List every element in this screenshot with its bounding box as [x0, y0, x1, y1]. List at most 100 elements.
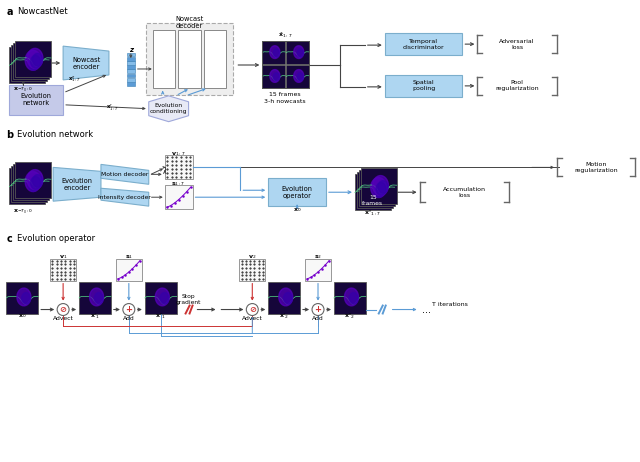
Text: ⊘: ⊘	[60, 305, 67, 314]
Text: Evolution
conditioning: Evolution conditioning	[150, 103, 188, 114]
Polygon shape	[94, 292, 103, 304]
Polygon shape	[90, 288, 104, 306]
Bar	[10, 168, 45, 204]
Circle shape	[123, 304, 135, 316]
Text: Advect: Advect	[52, 316, 74, 321]
Text: +: +	[314, 305, 321, 314]
Text: z: z	[129, 47, 133, 53]
Bar	[127, 57, 135, 61]
Polygon shape	[273, 73, 280, 81]
Text: Nowcast
encoder: Nowcast encoder	[72, 56, 100, 69]
Bar	[12, 45, 47, 81]
Text: Temporal
discriminator: Temporal discriminator	[403, 39, 444, 49]
Polygon shape	[28, 49, 43, 68]
Bar	[13, 43, 49, 79]
Polygon shape	[372, 176, 388, 195]
Polygon shape	[23, 174, 39, 194]
Bar	[127, 82, 135, 86]
Polygon shape	[63, 46, 109, 80]
Text: Evolution network: Evolution network	[17, 130, 93, 139]
Circle shape	[57, 304, 69, 316]
Text: ...: ...	[422, 304, 431, 315]
Text: $\mathbf{v}_1$: $\mathbf{v}_1$	[59, 253, 67, 261]
Polygon shape	[279, 288, 292, 306]
Text: $\mathbf{x}''_1$: $\mathbf{x}''_1$	[155, 311, 166, 322]
Text: Intensity decoder: Intensity decoder	[99, 195, 151, 200]
Polygon shape	[33, 175, 43, 188]
Polygon shape	[17, 288, 31, 306]
Bar	[50, 259, 76, 281]
Bar	[305, 259, 331, 281]
Bar	[10, 47, 45, 83]
Bar	[127, 61, 135, 65]
Bar	[357, 172, 393, 208]
Text: Spatial
pooling: Spatial pooling	[412, 80, 435, 91]
Polygon shape	[21, 54, 37, 74]
Text: Motion
regularization: Motion regularization	[574, 162, 618, 173]
Text: Adversarial
loss: Adversarial loss	[499, 39, 535, 49]
Text: $\mathbf{x}''_2$: $\mathbf{x}''_2$	[344, 311, 355, 322]
Bar	[286, 41, 309, 64]
Bar	[359, 170, 395, 206]
Bar	[12, 166, 47, 202]
Text: Add: Add	[123, 316, 134, 321]
Bar	[268, 282, 300, 314]
Bar	[127, 53, 135, 56]
Bar	[164, 155, 193, 179]
Polygon shape	[294, 46, 304, 59]
Bar	[334, 282, 366, 314]
Text: Pool
regularization: Pool regularization	[495, 80, 539, 91]
Polygon shape	[349, 292, 358, 304]
Polygon shape	[374, 184, 384, 197]
Bar	[127, 74, 135, 78]
Text: $\mathbf{s}_2$: $\mathbf{s}_2$	[314, 253, 322, 261]
Bar	[385, 33, 462, 55]
Text: $\mathbf{x}_{-T_0:0}$: $\mathbf{x}_{-T_0:0}$	[13, 86, 33, 94]
Polygon shape	[33, 53, 43, 66]
Bar	[127, 69, 135, 73]
Polygon shape	[53, 167, 101, 201]
Polygon shape	[22, 292, 31, 304]
Bar	[286, 65, 309, 88]
Text: $\mathbf{x}^r_{1:T}$: $\mathbf{x}^r_{1:T}$	[106, 103, 119, 113]
Bar	[6, 282, 38, 314]
Polygon shape	[270, 46, 280, 59]
Text: a: a	[6, 7, 13, 18]
Text: Evolution operator: Evolution operator	[17, 234, 95, 243]
Polygon shape	[156, 288, 170, 306]
Polygon shape	[378, 181, 388, 194]
Text: 3-h nowcasts: 3-h nowcasts	[264, 99, 306, 104]
Bar	[385, 75, 462, 97]
Polygon shape	[23, 52, 39, 73]
Polygon shape	[101, 164, 148, 184]
Bar	[127, 65, 135, 69]
Text: ⊘: ⊘	[249, 305, 256, 314]
Bar	[355, 174, 390, 210]
Text: b: b	[6, 130, 13, 140]
Polygon shape	[21, 176, 37, 195]
Bar	[361, 168, 397, 204]
Text: T iterations: T iterations	[431, 302, 467, 307]
Polygon shape	[27, 181, 36, 194]
Bar	[15, 163, 51, 198]
Polygon shape	[369, 180, 385, 200]
Text: +: +	[125, 305, 132, 314]
Polygon shape	[367, 182, 383, 201]
Text: $\mathbf{x}_0$: $\mathbf{x}_0$	[293, 206, 301, 214]
Bar	[239, 259, 265, 281]
Polygon shape	[25, 50, 41, 70]
Text: $\mathbf{x}^e_{1:T}$: $\mathbf{x}^e_{1:T}$	[68, 74, 81, 84]
Text: Evolution
encoder: Evolution encoder	[61, 178, 93, 191]
Circle shape	[246, 304, 259, 316]
Text: $\hat{\mathbf{x}}_{1:T}$: $\hat{\mathbf{x}}_{1:T}$	[278, 30, 292, 40]
Polygon shape	[376, 182, 386, 195]
Text: 15 frames: 15 frames	[269, 92, 301, 97]
Text: 15
frames: 15 frames	[362, 195, 383, 206]
Text: $\mathbf{x}_{-T_0:0}$: $\mathbf{x}_{-T_0:0}$	[13, 207, 33, 216]
Text: $\mathbf{x}''_{1:T}$: $\mathbf{x}''_{1:T}$	[364, 208, 381, 218]
Text: $\mathbf{s}_{1:T}$: $\mathbf{s}_{1:T}$	[172, 180, 186, 188]
Bar	[179, 30, 201, 88]
Text: Advect: Advect	[242, 316, 263, 321]
Polygon shape	[25, 171, 41, 192]
Polygon shape	[270, 70, 280, 82]
